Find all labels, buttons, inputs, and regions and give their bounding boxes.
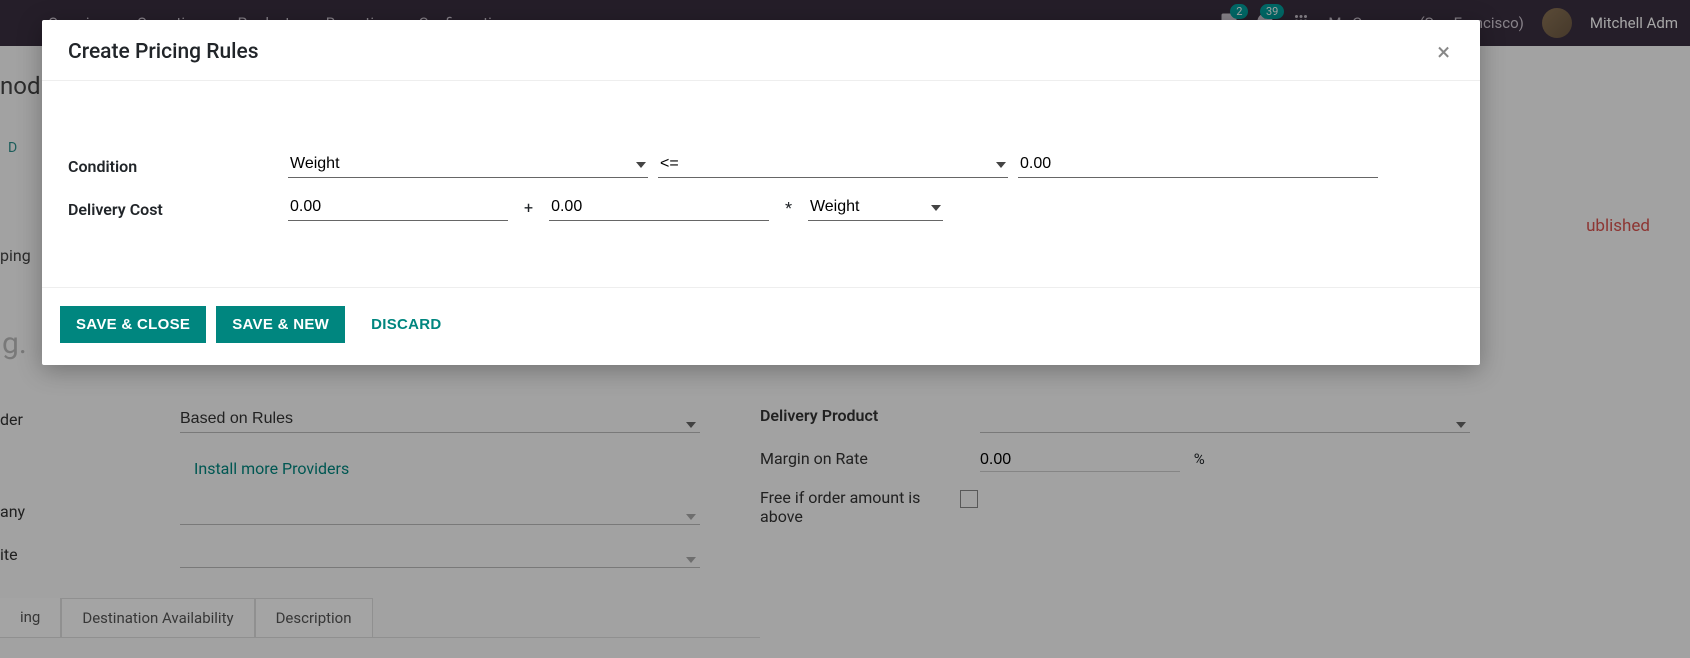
delivery-cost-row: Delivery Cost + * [68, 194, 1454, 221]
condition-value-input[interactable] [1018, 151, 1378, 178]
close-icon[interactable]: × [1433, 40, 1454, 64]
condition-operator-select[interactable] [658, 151, 1008, 178]
condition-row: Condition [68, 151, 1454, 178]
save-close-button[interactable]: SAVE & CLOSE [60, 306, 206, 343]
cost-factor-input[interactable] [549, 194, 769, 221]
create-pricing-rules-modal: Create Pricing Rules × Condition [42, 20, 1480, 365]
condition-variable-select[interactable] [288, 151, 648, 178]
cost-base-input[interactable] [288, 194, 508, 221]
modal-body: Condition [42, 81, 1480, 287]
delivery-cost-label: Delivery Cost [68, 194, 288, 219]
discard-button[interactable]: DISCARD [355, 306, 457, 343]
cost-variable-select[interactable] [808, 194, 943, 221]
plus-operator: + [518, 198, 539, 217]
condition-label: Condition [68, 151, 288, 176]
times-operator: * [779, 198, 798, 217]
modal-title: Create Pricing Rules [68, 40, 259, 64]
modal-footer: SAVE & CLOSE SAVE & NEW DISCARD [42, 287, 1480, 365]
modal-header: Create Pricing Rules × [42, 20, 1480, 81]
save-new-button[interactable]: SAVE & NEW [216, 306, 345, 343]
